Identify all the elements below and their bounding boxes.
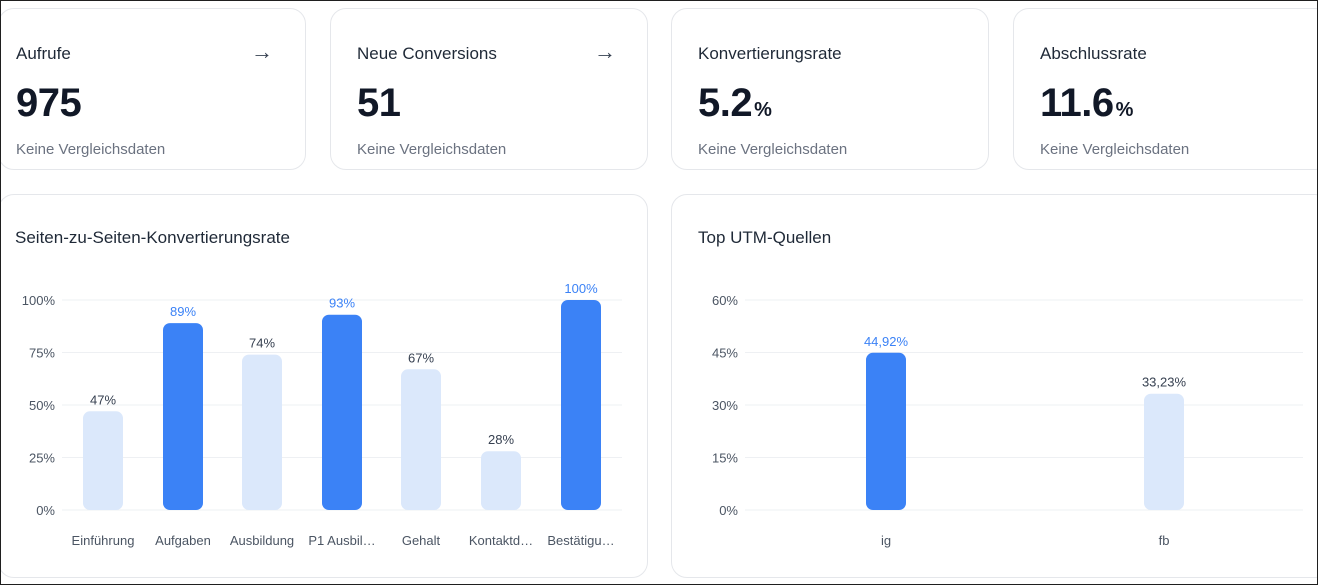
y-tick-label: 45% <box>712 346 738 361</box>
chart-card-utm-sources <box>671 194 1318 578</box>
bar-value-label: 100% <box>564 281 598 296</box>
y-tick-label: 60% <box>712 293 738 308</box>
x-category-label: ig <box>881 533 891 548</box>
arrow-right-icon[interactable]: → <box>251 39 273 64</box>
y-tick-label: 25% <box>29 451 55 466</box>
bar-value-label: 33,23% <box>1142 375 1187 390</box>
bar <box>1144 393 1184 510</box>
stat-value: 5.2% <box>698 81 772 125</box>
bar <box>163 323 203 510</box>
stat-title: Aufrufe <box>16 44 71 63</box>
bar <box>481 451 521 510</box>
stat-title: Konvertierungsrate <box>698 44 842 63</box>
bar-value-label: 44,92% <box>864 334 909 349</box>
bar-value-label: 67% <box>408 350 434 365</box>
stat-card-konvertierungsrate: Konvertierungsrate 5.2% Keine Vergleichs… <box>671 8 989 170</box>
x-category-label: Kontaktd… <box>469 533 533 548</box>
x-category-label: Ausbildung <box>230 533 294 548</box>
bar <box>83 411 123 510</box>
bar <box>866 352 906 510</box>
bar <box>242 354 282 510</box>
bar-value-label: 28% <box>488 432 514 447</box>
stat-value: 975 <box>16 81 82 125</box>
bar <box>322 314 362 510</box>
stat-title: Neue Conversions <box>357 44 497 63</box>
chart-title-utm-sources: Top UTM-Quellen <box>698 228 832 247</box>
stat-card-abschlussrate: Abschlussrate 11.6% Keine Vergleichsdate… <box>1013 8 1318 170</box>
y-tick-label: 0% <box>719 503 738 518</box>
stat-comparison: Keine Vergleichsdaten <box>1040 141 1190 158</box>
y-tick-label: 75% <box>29 346 55 361</box>
y-tick-label: 50% <box>29 398 55 413</box>
bar-value-label: 74% <box>249 336 275 351</box>
x-category-label: fb <box>1159 533 1170 548</box>
x-category-label: Aufgaben <box>155 533 211 548</box>
bar-value-label: 47% <box>90 392 116 407</box>
x-category-label: P1 Ausbil… <box>308 533 375 548</box>
bar <box>561 300 601 510</box>
stat-card-neue-conversions[interactable]: Neue Conversions → 51 Keine Vergleichsda… <box>330 8 648 170</box>
stat-title: Abschlussrate <box>1040 44 1147 63</box>
stat-card-aufrufe[interactable]: Aufrufe → 975 Keine Vergleichsdaten <box>0 8 306 170</box>
x-category-label: Gehalt <box>402 533 441 548</box>
stat-value: 11.6% <box>1040 81 1133 125</box>
y-tick-label: 30% <box>712 398 738 413</box>
bar-value-label: 89% <box>170 304 196 319</box>
y-tick-label: 100% <box>22 293 56 308</box>
bar-value-label: 93% <box>329 296 355 311</box>
y-tick-label: 15% <box>712 451 738 466</box>
y-tick-label: 0% <box>36 503 55 518</box>
stat-comparison: Keine Vergleichsdaten <box>698 141 848 158</box>
chart-title-page-conversion: Seiten-zu-Seiten-Konvertierungsrate <box>15 228 290 247</box>
stat-value: 51 <box>357 81 401 125</box>
x-category-label: Einführung <box>72 533 135 548</box>
x-category-label: Bestätigu… <box>547 533 614 548</box>
stat-comparison: Keine Vergleichsdaten <box>357 141 507 158</box>
arrow-right-icon[interactable]: → <box>594 39 616 64</box>
bar <box>401 369 441 510</box>
stat-comparison: Keine Vergleichsdaten <box>16 141 166 158</box>
